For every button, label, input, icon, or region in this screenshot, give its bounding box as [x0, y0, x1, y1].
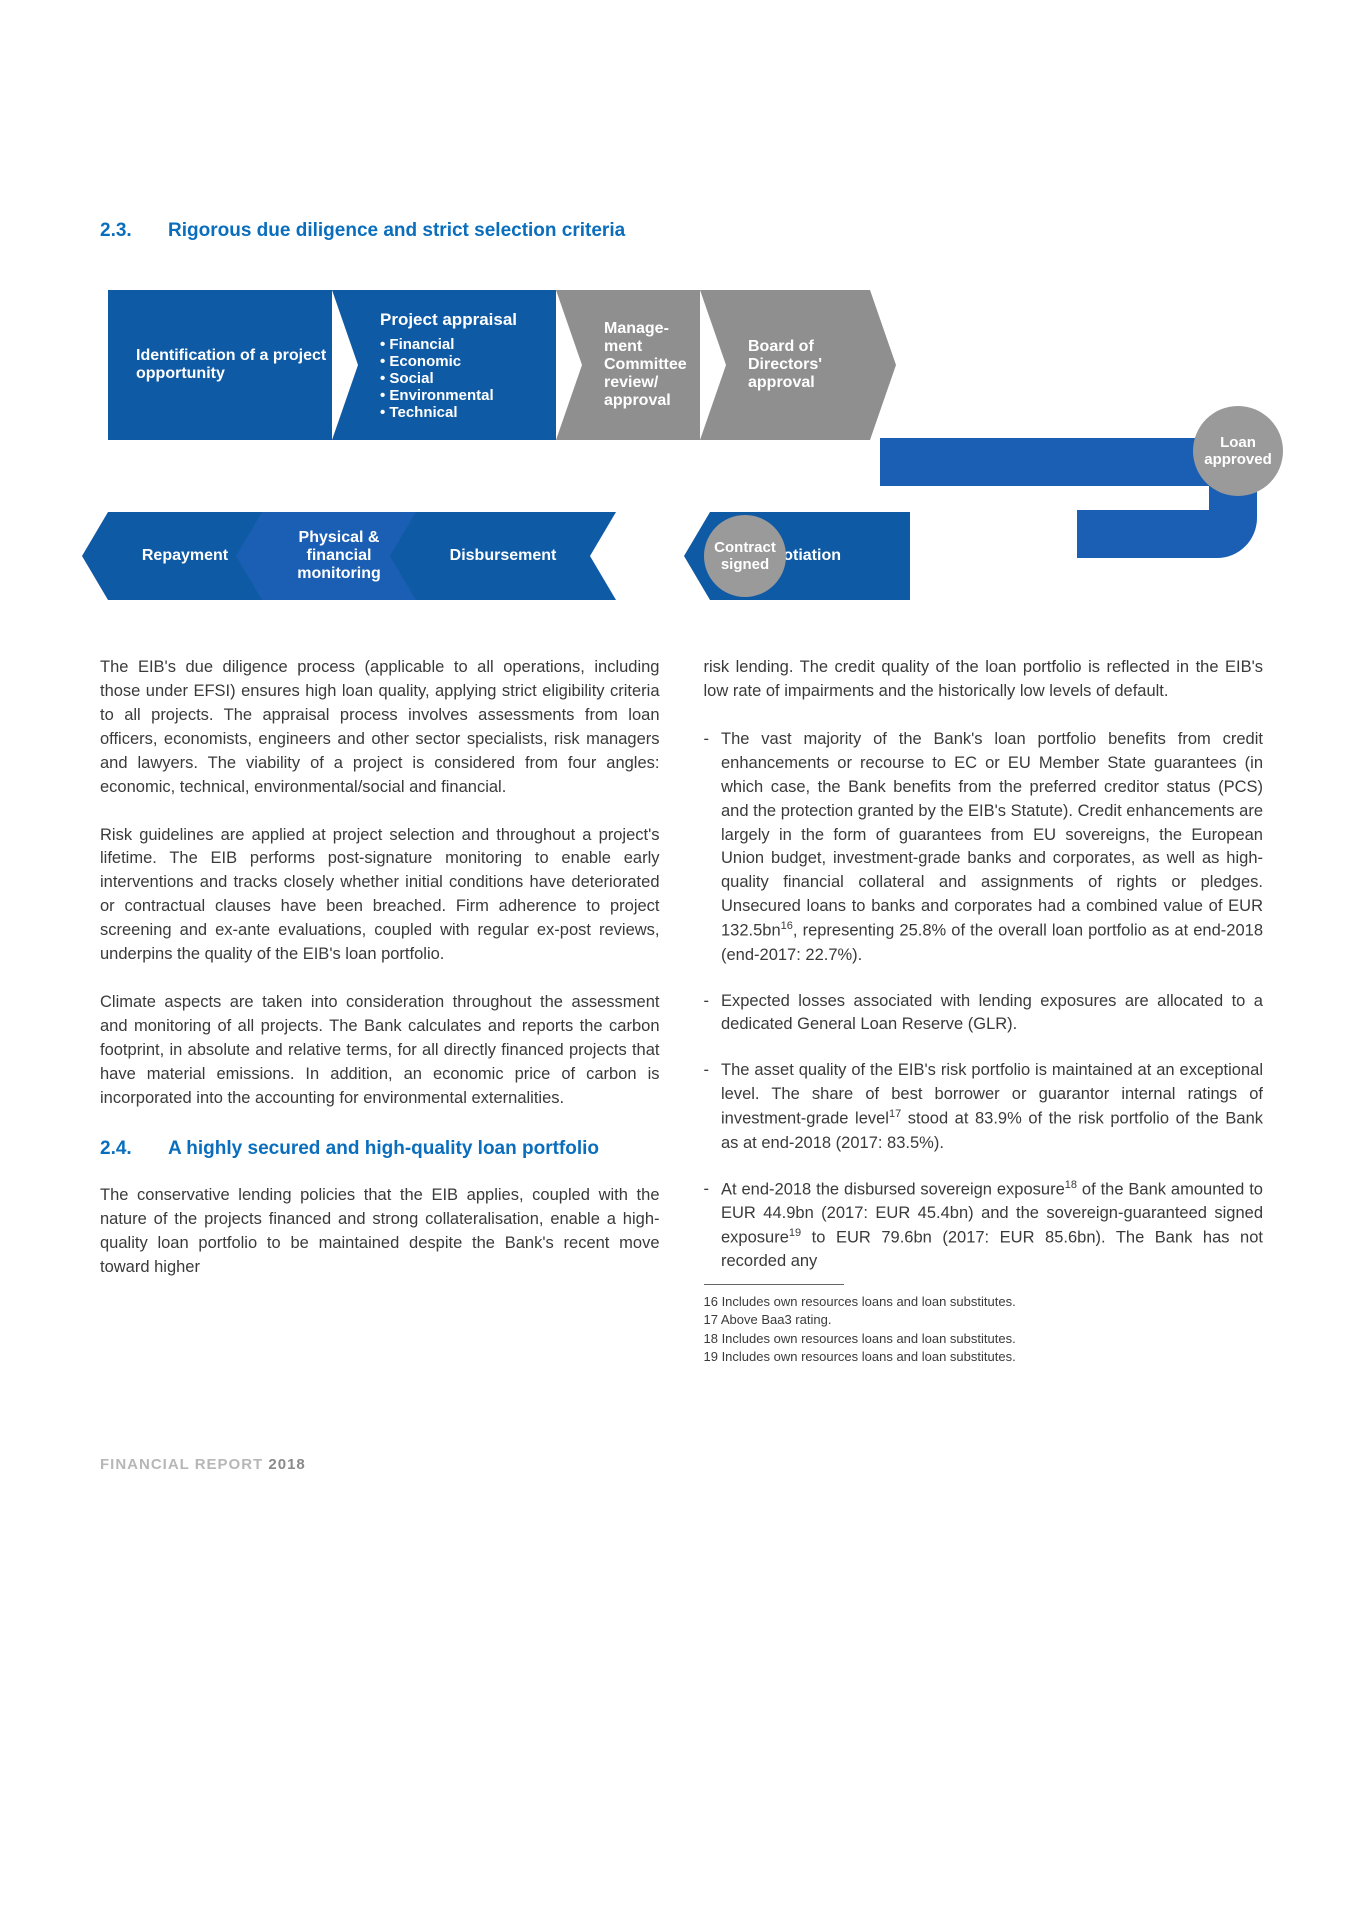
bullet-item: Financial [380, 336, 560, 353]
list-item: - At end-2018 the disbursed sovereign ex… [704, 1178, 1264, 1275]
footnote-ref: 19 [789, 1227, 801, 1239]
para: risk lending. The credit quality of the … [704, 656, 1264, 704]
footnote-ref: 17 [889, 1108, 901, 1120]
bullet-text: The vast majority of the Bank's loan por… [721, 728, 1263, 968]
pipe [1077, 510, 1217, 558]
section-2-4-heading: 2.4. A highly secured and high-quality l… [100, 1135, 660, 1163]
footnote-ref: 18 [1065, 1179, 1077, 1191]
footnote: 18 Includes own resources loans and loan… [704, 1330, 1264, 1348]
footer-year: 2018 [268, 1456, 305, 1473]
para: The EIB's due diligence process (applica… [100, 656, 660, 800]
dash: - [704, 728, 710, 968]
bullet-item: Environmental [380, 387, 560, 404]
page-footer: FINANCIAL REPORT 2018 [100, 1456, 1263, 1473]
bullet-text: The asset quality of the EIB's risk port… [721, 1059, 1263, 1155]
flow-step-title: Project appraisal [380, 310, 560, 330]
appraisal-bullets: Financial Economic Social Environmental … [380, 336, 560, 421]
para: Risk guidelines are applied at project s… [100, 824, 660, 968]
flow-step-board-approval: Board of Directors' approval [700, 290, 870, 440]
section-num: 2.3. [100, 220, 144, 242]
flow-top-row: Identification of a project opportunity … [108, 290, 1263, 440]
dash: - [704, 990, 710, 1038]
dash: - [704, 1178, 710, 1275]
footnote-rule [704, 1284, 844, 1285]
bullet-item: Technical [380, 404, 560, 421]
flow-step-identification: Identification of a project opportunity [108, 290, 358, 440]
footnote: 17 Above Baa3 rating. [704, 1311, 1264, 1329]
footnote-ref: 16 [781, 920, 793, 932]
section-title: A highly secured and high-quality loan p… [168, 1135, 599, 1163]
column-right: risk lending. The credit quality of the … [704, 656, 1264, 1366]
bullet-text: At end-2018 the disbursed sovereign expo… [721, 1178, 1263, 1275]
column-left: The EIB's due diligence process (applica… [100, 656, 660, 1366]
due-diligence-flowchart: Identification of a project opportunity … [100, 290, 1263, 600]
dash: - [704, 1059, 710, 1155]
section-title: Rigorous due diligence and strict select… [168, 220, 625, 242]
bullet-item: Economic [380, 353, 560, 370]
flow-contract-signed-circle: Contract signed [704, 515, 786, 597]
flow-step-disbursement: Disbursement [416, 512, 616, 600]
list-item: - Expected losses associated with lendin… [704, 990, 1264, 1038]
list-item: - The vast majority of the Bank's loan p… [704, 728, 1264, 968]
flow-step-label: Identification of a project opportunity [136, 347, 336, 383]
footnote: 19 Includes own resources loans and loan… [704, 1348, 1264, 1366]
section-num: 2.4. [100, 1135, 144, 1163]
section-2-3-heading: 2.3. Rigorous due diligence and strict s… [100, 220, 1263, 242]
footnote: 16 Includes own resources loans and loan… [704, 1293, 1264, 1311]
flow-loan-approved-circle: Loan approved [1193, 406, 1283, 496]
bullet-item: Social [380, 370, 560, 387]
footer-label: FINANCIAL REPORT [100, 1456, 268, 1473]
flow-step-appraisal: Project appraisal Financial Economic Soc… [332, 290, 582, 440]
body-columns: The EIB's due diligence process (applica… [100, 656, 1263, 1366]
para: Climate aspects are taken into considera… [100, 991, 660, 1111]
bullet-text: Expected losses associated with lending … [721, 990, 1263, 1038]
para: The conservative lending policies that t… [100, 1184, 660, 1280]
list-item: - The asset quality of the EIB's risk po… [704, 1059, 1264, 1155]
bullet-list: - The vast majority of the Bank's loan p… [704, 728, 1264, 1274]
